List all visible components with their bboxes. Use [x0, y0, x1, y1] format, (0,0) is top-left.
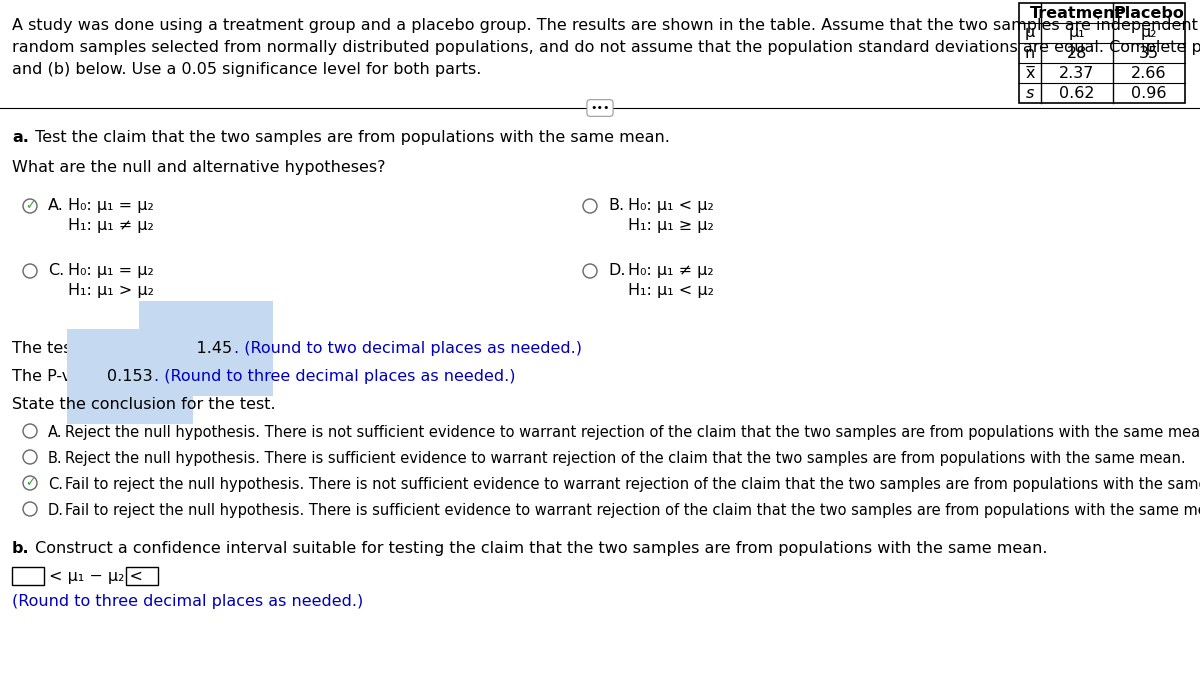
Text: ✓: ✓	[25, 477, 35, 489]
Text: A study was done using a treatment group and a placebo group. The results are sh: A study was done using a treatment group…	[12, 18, 1200, 33]
Text: A.: A.	[48, 425, 62, 440]
Text: D.: D.	[48, 503, 64, 518]
Text: . (Round to three decimal places as needed.): . (Round to three decimal places as need…	[155, 369, 516, 384]
Circle shape	[583, 199, 598, 213]
Bar	[1019, 3, 1186, 103]
Text: Fail to reject the null hypothesis. There is not sufficient evidence to warrant : Fail to reject the null hypothesis. Ther…	[65, 477, 1200, 492]
Text: H₀: μ₁ < μ₂: H₀: μ₁ < μ₂	[628, 198, 714, 213]
Text: C.: C.	[48, 263, 65, 278]
Text: H₁: μ₁ ≠ μ₂: H₁: μ₁ ≠ μ₂	[68, 218, 154, 233]
Text: B.: B.	[608, 198, 624, 213]
Text: Fail to reject the null hypothesis. There is sufficient evidence to warrant reje: Fail to reject the null hypothesis. Ther…	[65, 503, 1200, 518]
Text: < μ₁ − μ₂ <: < μ₁ − μ₂ <	[49, 569, 143, 584]
Text: n: n	[1025, 45, 1036, 60]
Text: •••: •••	[590, 103, 610, 113]
Text: The P-value is: The P-value is	[12, 369, 128, 384]
Circle shape	[23, 264, 37, 278]
Text: μ₁: μ₁	[1069, 26, 1085, 40]
Text: H₁: μ₁ ≥ μ₂: H₁: μ₁ ≥ μ₂	[628, 218, 714, 233]
Text: B.: B.	[48, 451, 62, 466]
Text: Reject the null hypothesis. There is not sufficient evidence to warrant rejectio: Reject the null hypothesis. There is not…	[65, 425, 1200, 440]
Text: H₀: μ₁ = μ₂: H₀: μ₁ = μ₂	[68, 198, 154, 213]
Text: s: s	[1026, 85, 1034, 101]
Bar	[126, 567, 158, 585]
Text: μ: μ	[1025, 26, 1036, 40]
Text: C.: C.	[48, 477, 64, 492]
Text: 0.153: 0.153	[107, 369, 152, 384]
Text: A.: A.	[48, 198, 64, 213]
Circle shape	[583, 264, 598, 278]
Text: The test statistic, t, is: The test statistic, t, is	[12, 341, 191, 356]
Text: What are the null and alternative hypotheses?: What are the null and alternative hypoth…	[12, 160, 385, 175]
Text: 2.37: 2.37	[1060, 65, 1094, 81]
Text: Treatment: Treatment	[1031, 6, 1123, 20]
Text: H₀: μ₁ = μ₂: H₀: μ₁ = μ₂	[68, 263, 154, 278]
Text: (Round to three decimal places as needed.): (Round to three decimal places as needed…	[12, 594, 364, 609]
Text: 0.62: 0.62	[1060, 85, 1094, 101]
Text: 28: 28	[1067, 45, 1087, 60]
Text: x̅: x̅	[1025, 65, 1034, 81]
Text: μ₂: μ₂	[1141, 26, 1157, 40]
Text: Test the claim that the two samples are from populations with the same mean.: Test the claim that the two samples are …	[30, 130, 670, 145]
Circle shape	[23, 502, 37, 516]
Text: and (b) below. Use a 0.05 significance level for both parts.: and (b) below. Use a 0.05 significance l…	[12, 62, 481, 77]
Text: Construct a confidence interval suitable for testing the claim that the two samp: Construct a confidence interval suitable…	[30, 541, 1048, 556]
Text: Reject the null hypothesis. There is sufficient evidence to warrant rejection of: Reject the null hypothesis. There is suf…	[65, 451, 1186, 466]
Text: Placebo: Placebo	[1114, 6, 1184, 20]
Text: random samples selected from normally distributed populations, and do not assume: random samples selected from normally di…	[12, 40, 1200, 55]
Text: − 1.45: − 1.45	[179, 341, 233, 356]
Bar	[12, 567, 44, 585]
Text: D.: D.	[608, 263, 625, 278]
Text: H₀: μ₁ ≠ μ₂: H₀: μ₁ ≠ μ₂	[628, 263, 714, 278]
Text: 35: 35	[1139, 45, 1159, 60]
Text: H₁: μ₁ < μ₂: H₁: μ₁ < μ₂	[628, 283, 714, 298]
Text: 0.96: 0.96	[1132, 85, 1166, 101]
Circle shape	[23, 199, 37, 213]
Text: H₁: μ₁ > μ₂: H₁: μ₁ > μ₂	[68, 283, 154, 298]
Text: . (Round to two decimal places as needed.): . (Round to two decimal places as needed…	[234, 341, 582, 356]
Circle shape	[23, 450, 37, 464]
Circle shape	[23, 476, 37, 490]
Text: State the conclusion for the test.: State the conclusion for the test.	[12, 397, 276, 412]
Text: ✓: ✓	[25, 199, 35, 213]
Text: b.: b.	[12, 541, 30, 556]
Text: a.: a.	[12, 130, 29, 145]
Circle shape	[23, 424, 37, 438]
Text: 2.66: 2.66	[1132, 65, 1166, 81]
